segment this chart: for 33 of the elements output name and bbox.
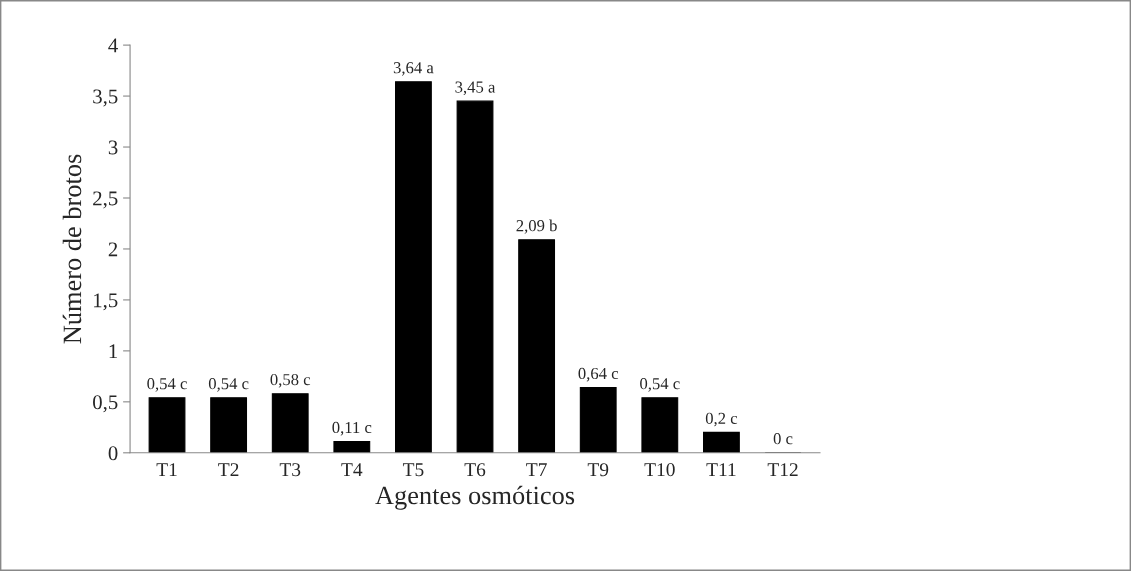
x-tick-label: T3 [279, 463, 301, 477]
data-label: 3,64 a [393, 62, 434, 76]
y-tick-label: 0,5 [93, 395, 118, 413]
y-tick-label: 1,5 [94, 293, 118, 311]
x-tick-label: T2 [218, 463, 239, 477]
y-tick-label: 3,5 [93, 89, 118, 107]
data-label: 0,64 c [578, 367, 619, 382]
y-axis-title: Número de brotos [62, 154, 82, 344]
x-tick-label: T12 [767, 463, 798, 477]
x-tick-label: T6 [464, 463, 486, 477]
data-label: 0 c [773, 433, 793, 445]
x-tick-label: T1 [156, 463, 177, 477]
data-label: 3,45 a [455, 81, 496, 96]
x-tick-label: T10 [644, 463, 675, 477]
data-label: 0,58 c [270, 373, 311, 388]
x-tick-label: T9 [587, 463, 609, 477]
x-tick-label: T4 [341, 463, 363, 477]
y-tick-label: 2,5 [93, 191, 118, 209]
y-tick-label: 4 [108, 38, 118, 53]
data-label: 2,09 b [516, 219, 557, 234]
data-label: 0,54 c [147, 378, 187, 392]
data-label: 0,54 c [208, 378, 249, 392]
x-axis-title: Agentes osmóticos [375, 485, 575, 510]
x-tick-label: T11 [706, 463, 736, 477]
y-tick-label: 3 [108, 140, 118, 155]
data-label: 0,54 c [640, 378, 680, 392]
y-tick-label: 1 [109, 344, 118, 359]
y-tick-label: 0 [108, 446, 118, 461]
x-tick-label: T7 [526, 463, 547, 477]
data-label: 0,2 c [705, 412, 738, 427]
data-label: 0,11 c [332, 421, 372, 436]
x-tick-label: T5 [402, 463, 424, 477]
y-tick-label: 2 [108, 242, 118, 257]
